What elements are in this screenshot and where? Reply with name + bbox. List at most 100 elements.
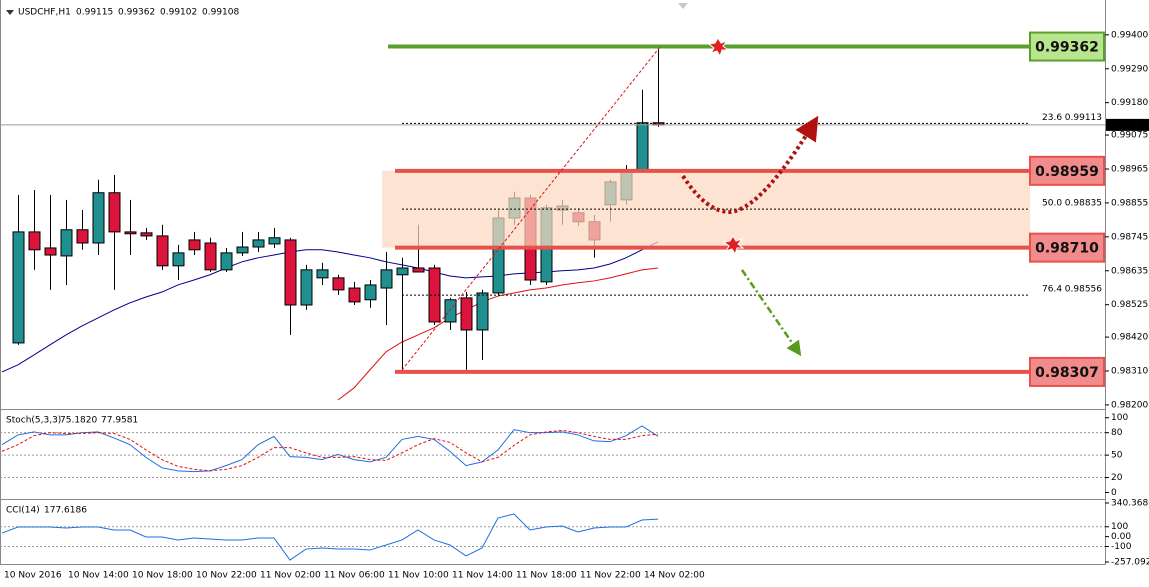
scroll-marker [678, 3, 688, 9]
fib-trend-line [401, 46, 661, 371]
indicator-line [1, 513, 659, 561]
x-tick-label: 11 Nov 10:00 [388, 571, 449, 581]
y-tick-label: 100 [1111, 413, 1128, 423]
ohlc-close: 0.99108 [202, 8, 239, 18]
ohlc-open: 0.99115 [76, 8, 113, 18]
cci-readout: 177.6186 [44, 506, 87, 516]
level-box [1029, 31, 1105, 62]
candle-body [156, 235, 169, 267]
x-tick-label: 14 Nov 02:00 [644, 571, 705, 581]
x-tick-label: 10 Nov 22:00 [196, 571, 257, 581]
symbol-title: USDCHF,H1 [18, 8, 71, 18]
y-tick-label: 0.98310 [1111, 366, 1148, 376]
level-label: 0.99362 [1035, 40, 1099, 56]
x-tick-label: 11 Nov 14:00 [452, 571, 513, 581]
burst-icon [707, 37, 730, 58]
candle-body [76, 229, 89, 244]
candle-body [140, 232, 153, 237]
fib-price: 0.98556 [1065, 285, 1102, 295]
level-label: 0.98307 [1035, 365, 1099, 381]
candle-body [348, 287, 361, 303]
stoch-title: Stoch(5,3,3) [6, 416, 61, 426]
candle-body [188, 239, 201, 251]
y-tick-label: 0.98965 [1111, 164, 1148, 174]
candle-body [220, 252, 233, 271]
y-tick-label: 0.98200 [1111, 400, 1148, 410]
scenario-arrow-down [740, 269, 802, 357]
frames [0, 0, 1106, 565]
fib-ratio: 76.4 [1042, 285, 1062, 295]
scenario-arrow-up [681, 115, 819, 215]
candle-body [108, 192, 121, 233]
candle-body [92, 192, 105, 244]
fib-ratio: 50.0 [1042, 199, 1062, 209]
level-box [1029, 232, 1105, 263]
y-tick-label: 80 [1111, 428, 1123, 438]
stoch-readout: 77.9581 [101, 416, 138, 426]
candle-body [412, 267, 425, 273]
cci-title: CCI(14) [6, 506, 40, 516]
candle-body [316, 269, 329, 279]
candle-body [364, 284, 377, 301]
candle-body [204, 242, 217, 271]
candle-body [460, 297, 473, 331]
level-label: 0.98959 [1035, 164, 1099, 180]
candle-body [12, 231, 25, 344]
y-tick-label: 0.98855 [1111, 198, 1148, 208]
candle-body [284, 239, 297, 306]
x-tick-label: 10 Nov 2016 [4, 571, 62, 581]
candle-body [476, 292, 489, 331]
indicator-line [1, 429, 659, 472]
y-tick-label: 0.98525 [1111, 300, 1148, 310]
y-tick-label: 0.98635 [1111, 266, 1148, 276]
level-box [1029, 155, 1105, 186]
ohlc-high: 0.99362 [118, 8, 155, 18]
fib-ratio: 23.6 [1042, 113, 1062, 123]
y-tick-label: 50 [1111, 451, 1123, 461]
current-price-label: 0.99108 [1109, 120, 1146, 130]
x-tick-label: 10 Nov 18:00 [132, 571, 193, 581]
y-tick-label: -257.0924 [1111, 558, 1149, 568]
fib-price: 0.98835 [1065, 199, 1102, 209]
y-tick-label: 0.99180 [1111, 98, 1148, 108]
candle-body [300, 269, 313, 306]
candle-body [444, 299, 457, 323]
ohlc-low: 0.99102 [160, 8, 197, 18]
level-box [1029, 356, 1105, 387]
candle-body [380, 269, 393, 289]
y-tick-label: 0.00 [1111, 532, 1131, 542]
candle-body [60, 229, 73, 257]
current-price-box [1106, 118, 1149, 131]
y-tick-label: 0.99290 [1111, 64, 1148, 74]
candle-body [44, 247, 57, 256]
candle-body [268, 237, 281, 245]
y-tick-label: -100 [1111, 542, 1132, 552]
fib-price: 0.99113 [1065, 113, 1102, 123]
indicator-line [337, 267, 659, 401]
y-tick-label: 0.98420 [1111, 333, 1148, 343]
y-tick-label: 20 [1111, 473, 1123, 483]
x-tick-label: 10 Nov 14:00 [68, 571, 129, 581]
x-tick-label: 11 Nov 06:00 [324, 571, 385, 581]
stoch-readout: 75.1820 [60, 416, 97, 426]
candle-body [124, 231, 137, 235]
y-tick-label: 0.99400 [1111, 30, 1148, 40]
menu-marker [6, 10, 14, 15]
y-tick-label: 340.3686 [1111, 499, 1149, 509]
annotations [401, 37, 819, 371]
x-tick-label: 11 Nov 18:00 [516, 571, 577, 581]
y-tick-label: 0 [1111, 488, 1117, 498]
x-tick-label: 11 Nov 02:00 [260, 571, 321, 581]
candle-body [172, 252, 185, 267]
candle-body [636, 122, 649, 171]
candle-body [252, 239, 265, 248]
y-tick-label: 0.99075 [1111, 131, 1148, 141]
burst-icon [722, 235, 745, 256]
candle-body [28, 231, 41, 251]
candle-body [396, 267, 409, 276]
candle-body [236, 246, 249, 254]
y-tick-label: 100 [1111, 522, 1128, 532]
